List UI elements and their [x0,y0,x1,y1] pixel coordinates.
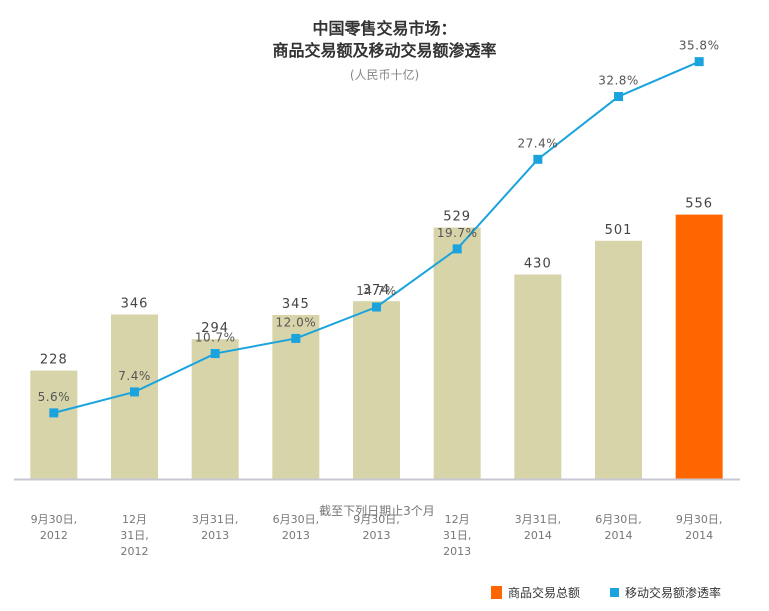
x-tick-label: 2013 [282,529,310,542]
x-tick-label: 2014 [524,529,552,542]
chart-title-line-1: 中国零售交易市场： [312,19,457,38]
bar-value-label: 345 [282,297,310,312]
bar-value-label: 228 [40,353,68,368]
x-tick-label: 31日, [443,529,472,542]
legend-label-penetration: 移动交易额渗透率 [625,585,721,600]
line-point [49,408,59,418]
x-tick-label: 2012 [40,529,68,542]
bar [433,227,481,479]
line-value-label: 12.0% [276,315,317,329]
bar-value-label: 294 [201,321,229,336]
bar [675,214,723,479]
line-value-label: 14.7% [356,284,397,298]
x-tick-label: 2013 [201,529,229,542]
line-point [210,349,220,359]
x-tick-label: 31日, [120,529,149,542]
line-value-label: 19.7% [437,226,478,240]
chart-title-line-2: 商品交易额及移动交易额渗透率 [272,41,497,60]
line-value-label: 10.7% [195,331,236,345]
x-tick-label: 6月30日, [595,513,642,526]
x-tick-label: 12月 [122,513,147,526]
bar [191,339,239,479]
x-axis-note: 截至下列日期止3个月 [319,504,435,518]
x-tick-label: 6月30日, [273,513,320,526]
line-point [614,92,623,102]
line-value-label: 32.8% [598,74,639,88]
bar [30,370,78,479]
line-point [291,333,301,343]
line-point [452,244,462,254]
bar-value-label: 556 [685,197,713,212]
x-tick-label: 2014 [605,529,633,542]
x-tick-label: 2012 [121,545,149,558]
chart-title: 中国零售交易市场： 商品交易额及移动交易额渗透率 [0,18,769,62]
line-value-label: 5.6% [38,390,71,404]
line-point [694,57,704,67]
line-point [372,302,381,312]
bar-value-label: 501 [605,223,633,238]
chart-unit: (人民币十亿) [349,68,420,82]
bar-value-label: 374 [363,283,391,298]
bar [595,240,642,479]
x-tick-label: 2013 [443,545,471,558]
legend-swatch-gmv [491,586,502,599]
x-tick-label: 2014 [685,529,713,542]
bar-value-label: 346 [121,296,149,311]
bar [514,274,562,479]
x-tick-label: 3月31日, [192,513,239,526]
x-tick-label: 9月30日, [676,513,723,526]
bar [353,301,400,479]
line-point [533,154,543,164]
bar-value-label: 529 [443,209,471,224]
line-value-label: 7.4% [118,369,151,383]
legend-label-gmv: 商品交易总额 [508,585,580,600]
x-tick-label: 2013 [363,529,391,542]
x-tick-label: 9月30日, [353,513,400,526]
x-tick-label: 12月 [445,513,470,526]
line-value-label: 35.8% [679,39,720,53]
x-tick-label: 9月30日, [31,513,78,526]
line-value-label: 27.4% [518,136,559,150]
bar-value-label: 430 [524,257,552,272]
legend-swatch-penetration [610,588,619,597]
line-point [130,387,139,397]
x-tick-label: 3月31日, [515,513,562,526]
